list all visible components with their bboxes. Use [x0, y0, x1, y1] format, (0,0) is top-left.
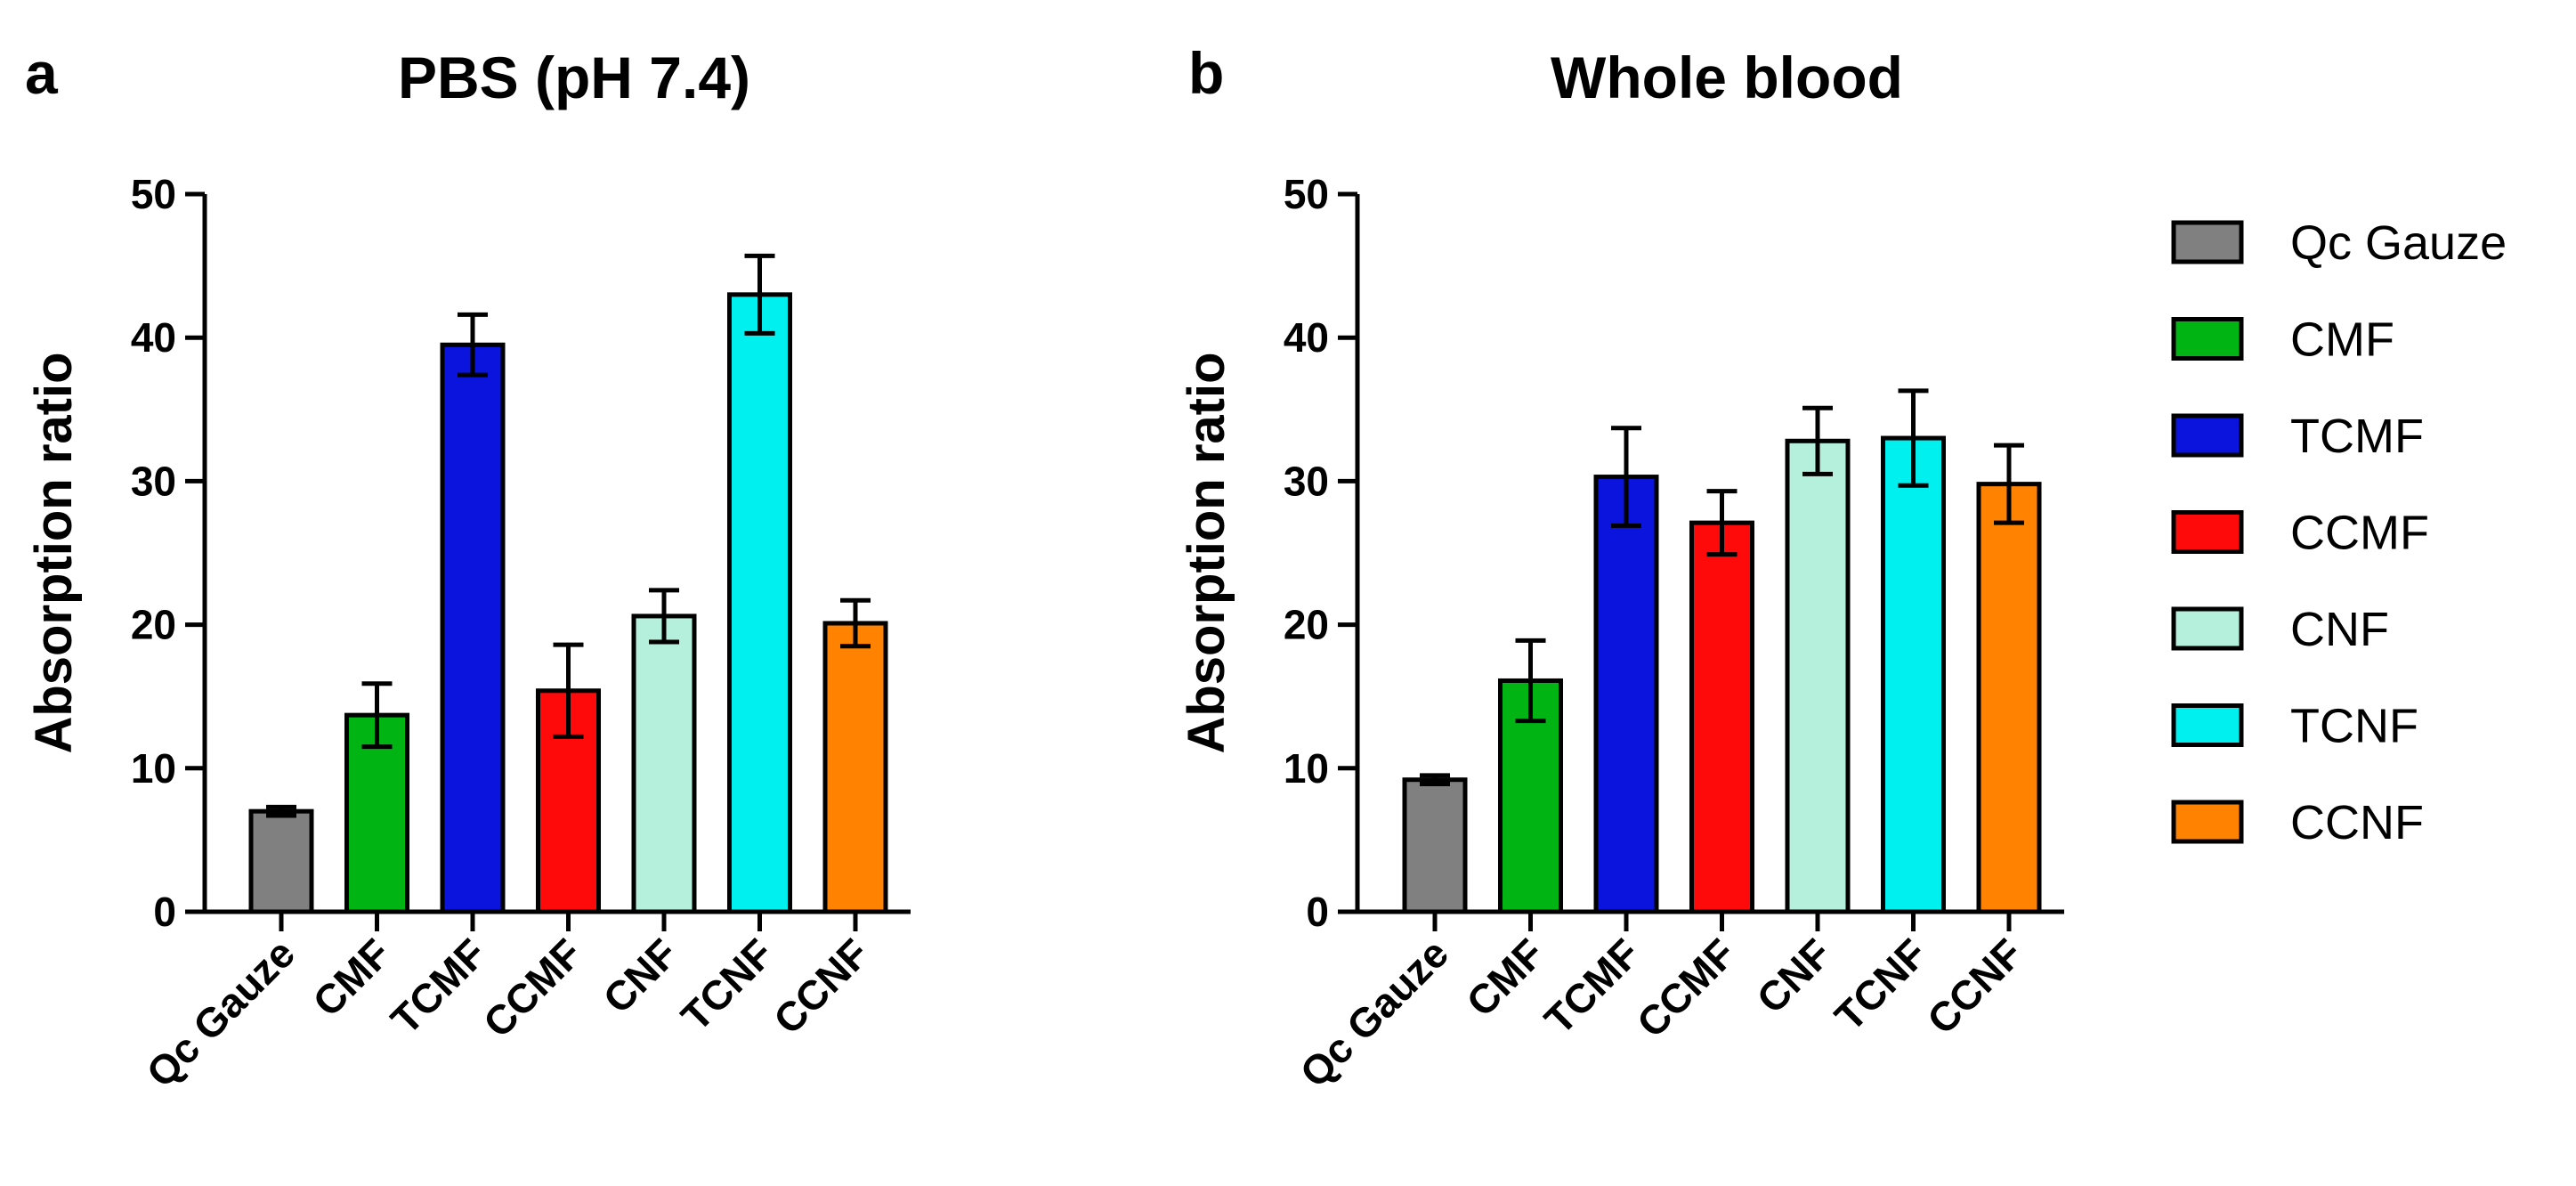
chart-title: Whole blood	[1551, 45, 1903, 110]
bar-ccnf	[1976, 482, 2042, 914]
y-tick-label: 10	[1284, 745, 1329, 792]
legend: Qc Gauze CMF TCMF CCMF CNF TCNF CCNF	[2171, 216, 2507, 849]
bar-ccmf	[1689, 520, 1754, 914]
legend-label: TCNF	[2290, 700, 2418, 753]
bar-tcmf	[440, 342, 506, 914]
y-tick-label: 20	[131, 602, 176, 648]
legend-label: Qc Gauze	[2290, 216, 2507, 270]
y-axis-label: Absorption ratio	[1178, 352, 1235, 753]
y-tick-label: 0	[153, 889, 176, 935]
bar-ccnf	[822, 621, 888, 914]
x-tick-label: TCNF	[1826, 930, 1935, 1039]
x-tick-label: TCMF	[382, 930, 495, 1043]
bar-qc-gauze	[1402, 777, 1468, 914]
panel-letter: b	[1188, 40, 1224, 106]
y-axis-label: Absorption ratio	[25, 352, 83, 753]
legend-label: CNF	[2290, 603, 2389, 656]
chart-title: PBS (pH 7.4)	[398, 45, 750, 110]
bar-cnf	[1785, 438, 1851, 914]
legend-swatch	[2171, 703, 2244, 747]
y-tick-label: 50	[1284, 171, 1329, 217]
bar-qc-gauze	[248, 808, 314, 914]
legend-label: CMF	[2290, 313, 2394, 367]
x-tick-label: TCMF	[1535, 930, 1648, 1043]
legend-swatch	[2171, 317, 2244, 361]
x-tick-label: CCNF	[765, 930, 878, 1043]
x-tick-label: Qc Gauze	[137, 930, 304, 1096]
x-tick-label: TCNF	[672, 930, 782, 1039]
bar-cnf	[631, 613, 697, 914]
chart-panel-a: a PBS (pH 7.4) Absorption ratio 0 10 20 30 40 50…	[25, 40, 911, 1096]
y-tick-label: 30	[131, 458, 176, 504]
y-tick-label: 40	[131, 314, 176, 361]
legend-swatch	[2171, 800, 2244, 844]
legend-swatch	[2171, 413, 2244, 458]
x-tick-label: Qc Gauze	[1291, 930, 1457, 1096]
y-tick-label: 40	[1284, 314, 1329, 361]
legend-swatch	[2171, 220, 2244, 264]
bar-tcnf	[727, 292, 792, 914]
legend-swatch	[2171, 510, 2244, 554]
y-tick-label: 10	[131, 745, 176, 792]
y-tick-label: 50	[131, 171, 176, 217]
legend-swatch	[2171, 606, 2244, 651]
y-tick-label: 0	[1306, 889, 1329, 935]
y-tick-label: 20	[1284, 602, 1329, 648]
legend-label: TCMF	[2290, 410, 2424, 463]
x-tick-label: CCMF	[474, 930, 591, 1046]
x-tick-label: CCMF	[1628, 930, 1745, 1046]
legend-label: CCMF	[2290, 507, 2429, 560]
bar-tcmf	[1593, 475, 1659, 914]
x-tick-label: CCNF	[1918, 930, 2031, 1043]
y-tick-label: 30	[1284, 458, 1329, 504]
chart-panel-b: b Whole blood Absorption ratio 0 10 20 30 40 50 Q…	[1178, 40, 2064, 1096]
legend-label: CCNF	[2290, 796, 2424, 849]
panel-letter: a	[25, 40, 59, 106]
bar-tcnf	[1881, 435, 1946, 914]
